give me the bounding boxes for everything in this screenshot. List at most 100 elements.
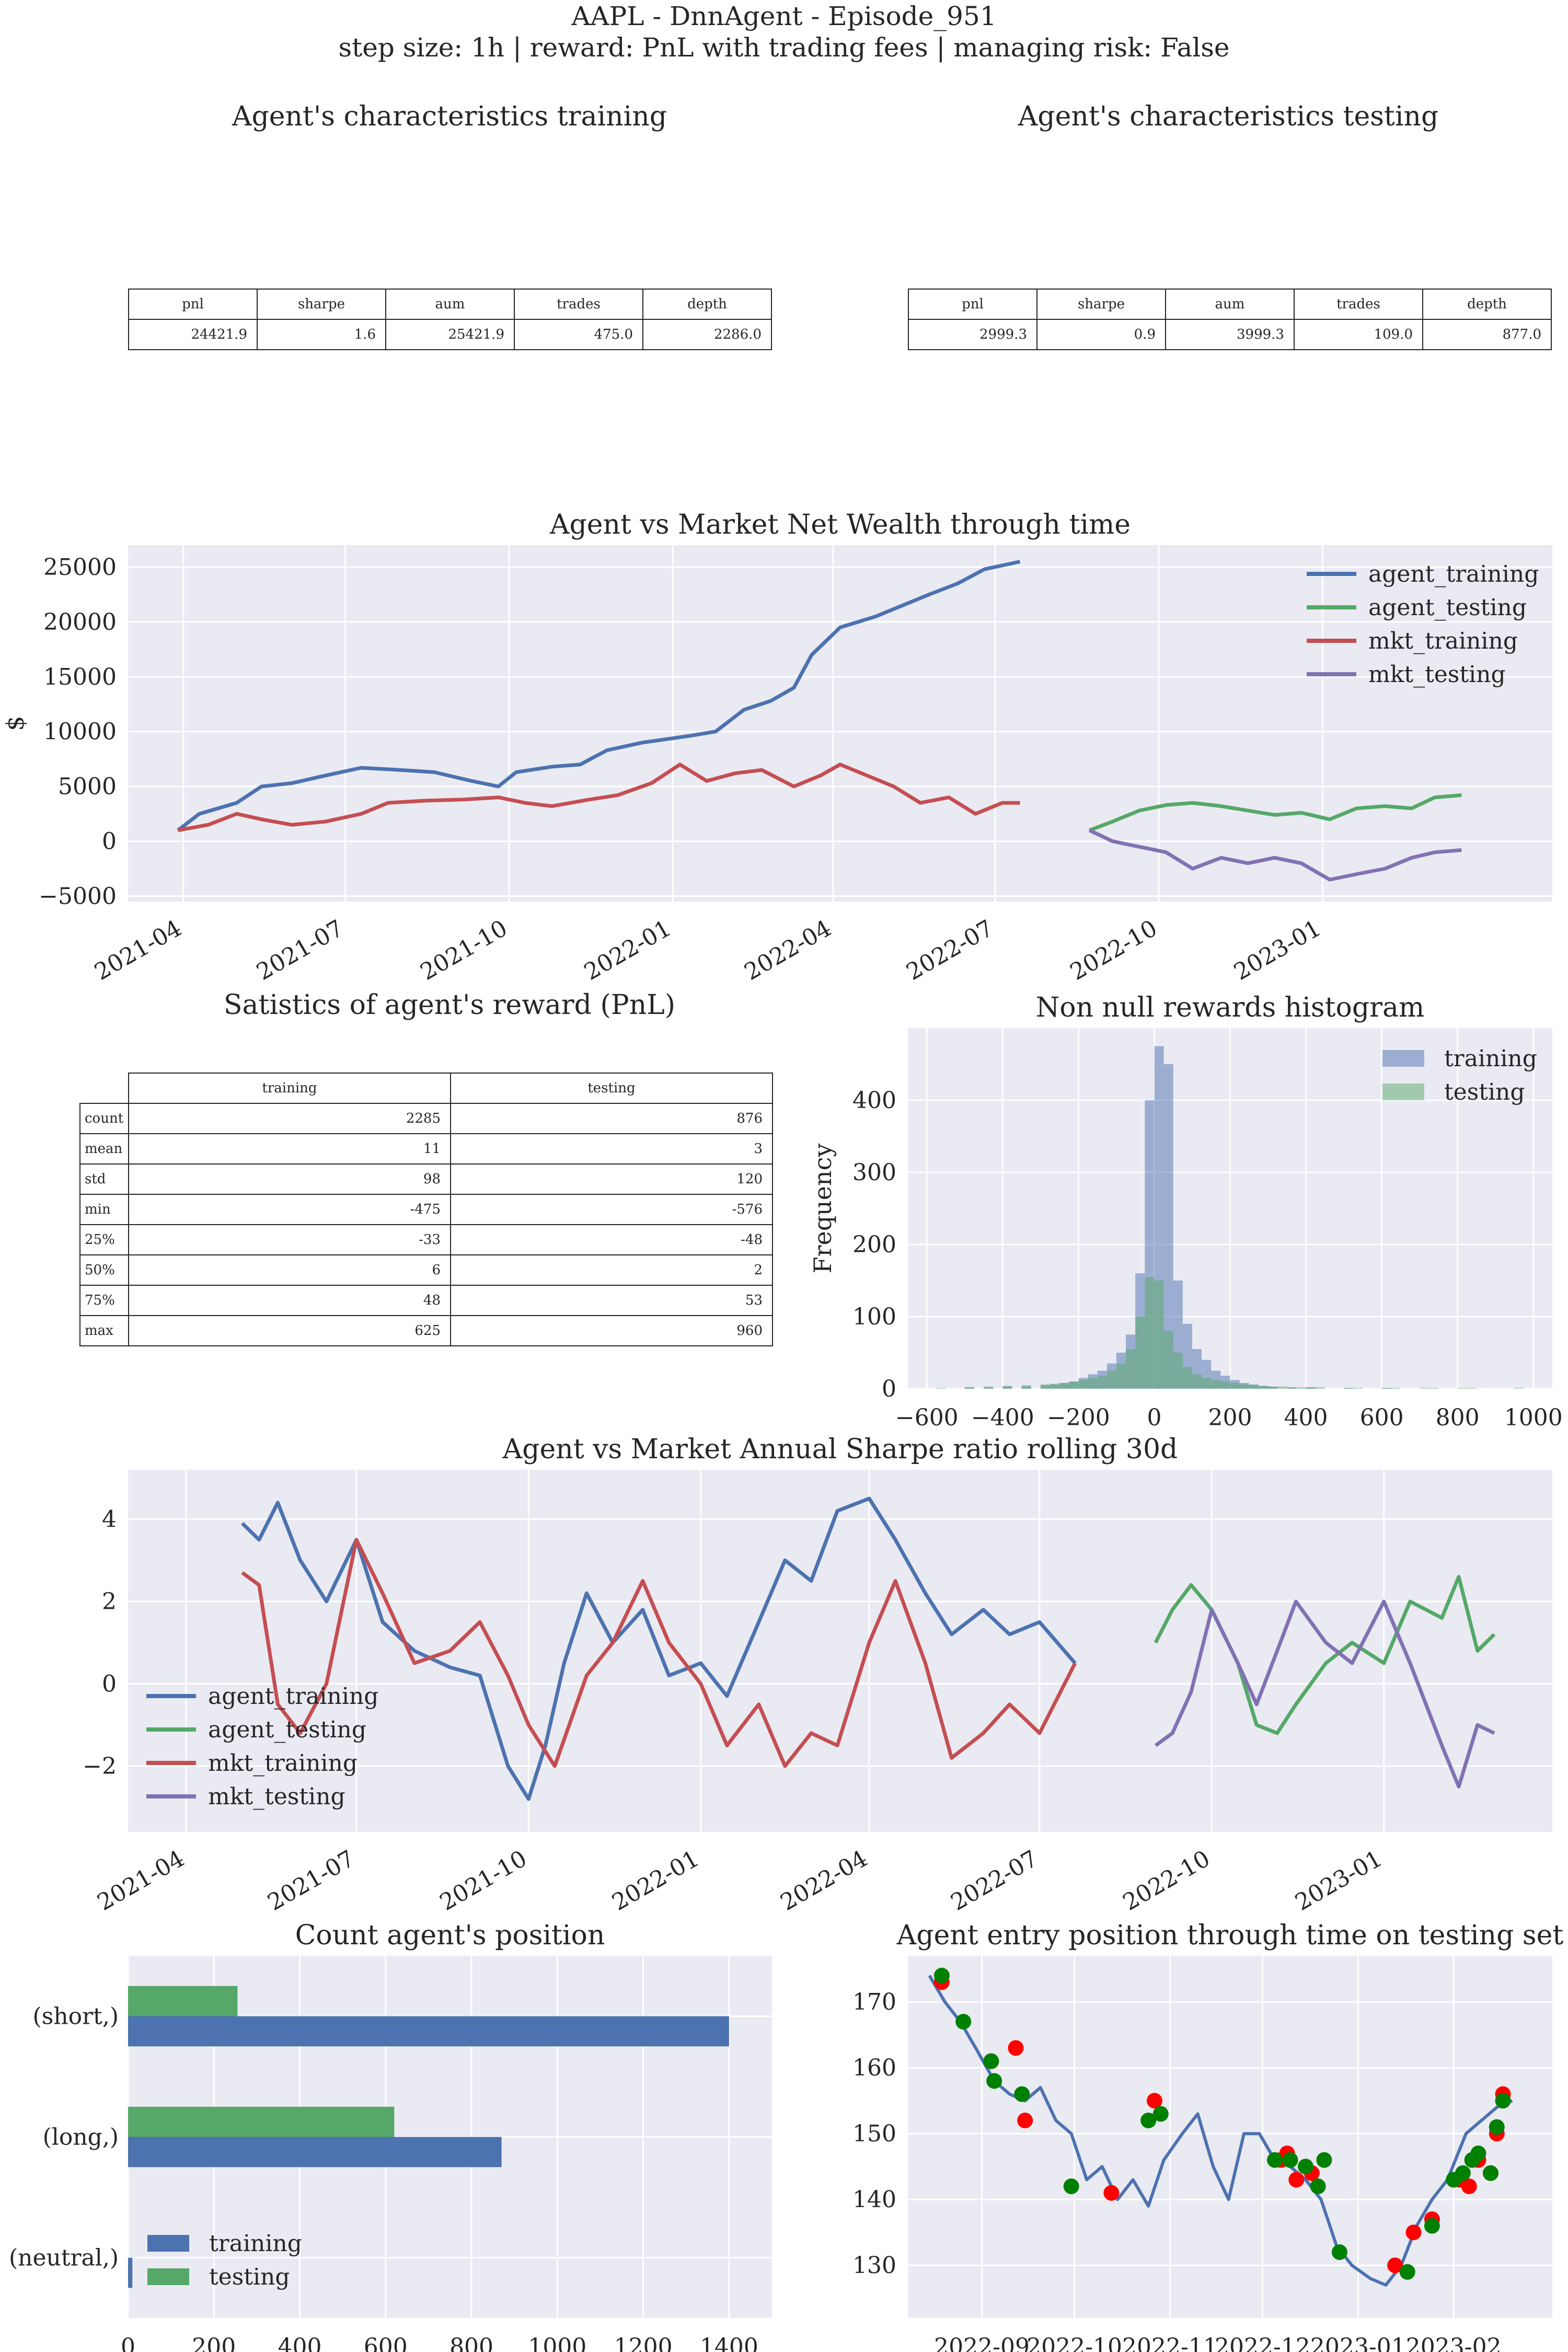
histogram-chart: 0 100 200 300 400 −600 −400 −200 0 200 400 600 800 10… [809, 992, 1563, 1431]
hist-bar-testing [936, 1388, 946, 1389]
legend-label: mkt_training [1368, 628, 1518, 654]
hist-bar-testing [1116, 1363, 1126, 1389]
entry-point-long [1282, 2152, 1298, 2168]
hist-bar-testing [1420, 1388, 1439, 1389]
test-val-depth: 877.0 [1422, 319, 1552, 350]
bar-testing [128, 2106, 395, 2137]
row-label: count [79, 1103, 129, 1134]
cell-training: 98 [128, 1163, 451, 1195]
legend-swatch [1382, 1050, 1424, 1067]
train-val-trades: 475.0 [514, 319, 643, 350]
x-tick-label: 2021-04 [90, 915, 186, 986]
entry-point-long [1489, 2119, 1505, 2135]
cell-testing: 3 [450, 1133, 773, 1165]
y-tick-label: 0 [102, 1671, 117, 1698]
entry-point-long [1483, 2165, 1499, 2181]
test-col-pnl: pnl [908, 289, 1037, 320]
train-col-trades: trades [514, 289, 643, 320]
hist-bar-testing [1135, 1317, 1145, 1389]
entry-point-long [1267, 2152, 1283, 2168]
entry-point-long [1152, 2106, 1169, 2122]
x-tick-label: 2022-07 [902, 915, 998, 986]
row-label: 25% [79, 1224, 129, 1255]
y-tick-label: 10000 [43, 719, 117, 745]
x-tick-label: 2023-01 [1310, 2334, 1406, 2352]
cell-testing: -48 [450, 1224, 773, 1255]
hist-bar-testing [1069, 1381, 1079, 1389]
hist-bar-testing [1230, 1382, 1240, 1389]
sharpe-chart: −2 0 2 4 2021-04 2021-07 2021-10 2022-01 2022-04… [83, 1434, 1552, 1916]
entry-point-long [1455, 2165, 1471, 2181]
test-col-aum: aum [1165, 289, 1295, 320]
y-tick-label: 170 [852, 1989, 896, 2015]
entry-point-short [1288, 2172, 1305, 2188]
series-line-mkt_testing [1088, 828, 1462, 882]
stats-col-training: training [128, 1073, 451, 1104]
y-tick-label: 0 [882, 1376, 896, 1402]
wealth-plot-area [128, 545, 1552, 902]
x-tick-label: 800 [1436, 1404, 1480, 1431]
row-label: min [79, 1194, 129, 1225]
chart-title: Agent vs Market Net Wealth through time [549, 509, 1131, 540]
x-tick-label: 200 [192, 2334, 236, 2352]
x-tick-label: −200 [1047, 1404, 1110, 1431]
y-tick-label: 300 [852, 1159, 896, 1186]
hist-bar-testing [1457, 1388, 1477, 1389]
hist-bar-testing [1381, 1388, 1401, 1389]
y-tick-label: 2 [102, 1588, 117, 1615]
legend-label: mkt_training [208, 1750, 358, 1777]
cell-training: 2285 [128, 1103, 451, 1134]
entry-point-long [1014, 2086, 1030, 2102]
x-tick-label: 2022-09 [934, 2334, 1030, 2352]
entry-point-long [1495, 2093, 1511, 2109]
cell-training: 625 [128, 1315, 451, 1346]
category-label: (long,) [43, 2124, 119, 2151]
table-row: 50% 6 2 [79, 1254, 773, 1286]
train-col-pnl: pnl [128, 289, 258, 320]
train-col-depth: depth [642, 289, 772, 320]
hist-bar-testing [1202, 1378, 1212, 1389]
hist-bar-testing [1211, 1380, 1221, 1389]
train-val-pnl: 24421.9 [128, 319, 258, 350]
category-label: (short,) [33, 2003, 119, 2030]
y-tick-label: 400 [852, 1087, 896, 1114]
train-col-sharpe: sharpe [257, 289, 386, 320]
x-tick-label: 2022-04 [776, 1845, 872, 1916]
y-tick-label: 25000 [43, 554, 117, 581]
legend-label: mkt_testing [1368, 661, 1506, 688]
stats-col-testing: testing [450, 1073, 773, 1104]
hist-bar-testing [1268, 1386, 1287, 1389]
row-label: max [79, 1315, 129, 1346]
test-val-aum: 3999.3 [1165, 319, 1295, 350]
y-tick-label: −2 [83, 1753, 117, 1780]
hist-bar-testing [1192, 1374, 1202, 1389]
y-tick-label: 5000 [58, 774, 117, 800]
hist-bar-testing [1059, 1382, 1069, 1389]
x-tick-label: 200 [1208, 1404, 1252, 1431]
x-tick-label: 800 [449, 2334, 493, 2352]
entry-point-long [1470, 2146, 1486, 2161]
entry-point-long [933, 1967, 950, 1984]
entry-point-long [1140, 2113, 1157, 2128]
hist-bar-training [1163, 1064, 1173, 1389]
cell-training: -475 [128, 1194, 451, 1225]
train-col-aum: aum [385, 289, 515, 320]
hist-bar-testing [1050, 1383, 1060, 1389]
figure-subtitle: step size: 1h | reward: PnL with trading… [338, 32, 1229, 63]
legend-label: testing [209, 2264, 290, 2290]
x-tick-label: 2021-07 [252, 915, 348, 986]
chart-title: Non null rewards histogram [1036, 992, 1425, 1023]
x-tick-label: 2022-10 [1027, 2334, 1122, 2352]
x-tick-label: 600 [364, 2334, 408, 2352]
bar-testing [128, 1986, 238, 2016]
hist-bar-testing [1239, 1384, 1249, 1389]
table-row: max 625 960 [79, 1315, 773, 1346]
hist-bar-testing [964, 1387, 974, 1389]
bar-training [128, 2257, 133, 2288]
hist-bar-testing [1163, 1331, 1173, 1389]
hist-bar-testing [1182, 1367, 1192, 1389]
legend-label: agent_training [1368, 561, 1539, 587]
series-line-agent_testing [1089, 793, 1462, 832]
